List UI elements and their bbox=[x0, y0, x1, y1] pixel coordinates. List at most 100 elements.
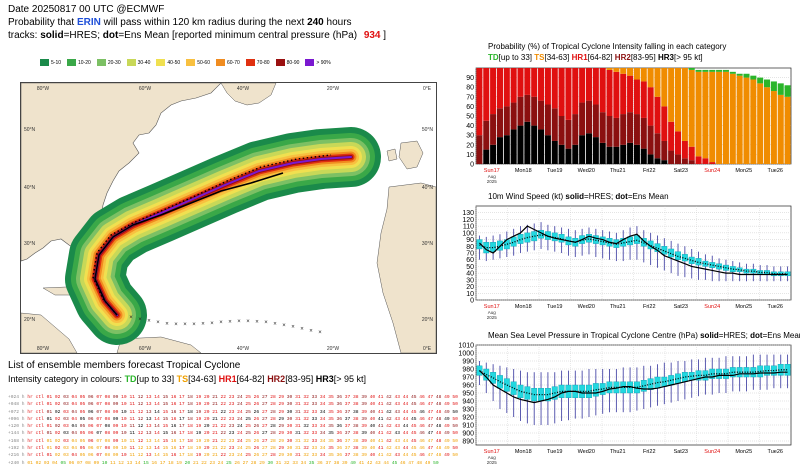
ensemble-member: 22 bbox=[220, 438, 229, 444]
intensity-bar-hr3 bbox=[647, 154, 654, 164]
ensemble-member: 44 bbox=[402, 409, 411, 415]
ensemble-member: 31 bbox=[295, 395, 304, 400]
cat-hr3: HR3 bbox=[315, 374, 334, 384]
y-tick-label: 910 bbox=[462, 423, 474, 430]
cat-hr1-desc: [64-82] bbox=[236, 374, 268, 384]
ensemble-member: 06 bbox=[88, 438, 97, 444]
ensemble-row-label: +120 h bbox=[8, 424, 28, 430]
ensemble-row-label: +072 h bbox=[8, 409, 28, 415]
intensity-legend: Intensity category in colours: TD[up to … bbox=[8, 374, 366, 385]
iqr-box bbox=[716, 263, 723, 270]
ensemble-member: 38 bbox=[353, 409, 362, 415]
y-tick-label: 90 bbox=[466, 75, 474, 82]
intensity-bar-hr3 bbox=[613, 146, 620, 164]
ensemble-member: 04 bbox=[71, 446, 80, 452]
x-tick-label: Sat23 bbox=[674, 304, 688, 310]
ensemble-member: 21 bbox=[212, 424, 221, 430]
intensity-bar-hr2 bbox=[674, 154, 682, 164]
ensemble-member: 31 bbox=[295, 409, 304, 415]
ensemble-member: 38 bbox=[353, 438, 362, 444]
intensity-bar-td bbox=[757, 77, 764, 84]
intensity-bar-ts bbox=[736, 75, 743, 164]
land-south-america bbox=[116, 336, 202, 353]
ensemble-member: 27 bbox=[261, 402, 271, 408]
ensemble-member: 08 bbox=[104, 402, 113, 408]
past-position-marker: × bbox=[246, 319, 250, 325]
ensemble-member: 50 bbox=[452, 453, 458, 459]
intensity-bar-hr3 bbox=[565, 148, 572, 164]
ensemble-member: 39 bbox=[361, 424, 370, 430]
ensemble-member: 16 bbox=[170, 416, 180, 422]
y-tick-label: 130 bbox=[462, 210, 474, 217]
intensity-bar-hr3 bbox=[531, 125, 538, 164]
y-tick-label: 920 bbox=[462, 415, 474, 422]
ensemble-member: 25 bbox=[245, 438, 254, 444]
intensity-bar-hr2 bbox=[551, 108, 558, 141]
ensemble-member: 17 bbox=[179, 438, 188, 444]
ensemble-member: 21 bbox=[212, 409, 221, 415]
ensemble-member: 04 bbox=[71, 438, 80, 444]
ensemble-member: 34 bbox=[319, 438, 329, 444]
x-tick-label: Mon18 bbox=[515, 304, 532, 310]
ensemble-member: 48 bbox=[435, 438, 445, 444]
map-lat-label-left: 40°N bbox=[24, 185, 36, 191]
intensity-bar-hr1 bbox=[674, 131, 682, 155]
ensemble-member: 46 bbox=[419, 402, 428, 408]
ensemble-member: 25 bbox=[245, 446, 254, 452]
ensemble-member: 34 bbox=[319, 409, 329, 415]
past-position-marker: × bbox=[237, 319, 241, 325]
intensity-chart-svg: 0 10 20 30 40 50 60 70 80 90 Sun17 Mon18 Tue19 Wed20 T… bbox=[466, 67, 792, 184]
ensemble-member: 45 bbox=[411, 402, 420, 408]
ensemble-member: 06 bbox=[88, 446, 97, 452]
x-sublabel: Aug bbox=[488, 174, 497, 179]
intensity-bar-hr1 bbox=[579, 68, 586, 103]
prob-legend-swatch bbox=[156, 59, 166, 67]
intensity-bar-ts bbox=[606, 68, 613, 70]
ensemble-member: 10 bbox=[121, 453, 130, 459]
mslp-chart-svg: 8909009109209309409509609709809901000101… bbox=[458, 343, 792, 465]
x-sublabel: 2025 bbox=[487, 315, 498, 320]
intensity-bar-hr1 bbox=[503, 68, 510, 107]
ensemble-member: 12 bbox=[137, 424, 146, 430]
intensity-bar-td bbox=[716, 69, 723, 72]
ensemble-member: 24 bbox=[237, 424, 246, 430]
past-position-marker: × bbox=[174, 322, 178, 328]
ensemble-member: 05 bbox=[79, 402, 89, 408]
wind-solid-label: solid bbox=[565, 192, 585, 201]
ensemble-member: 43 bbox=[394, 424, 403, 430]
ensemble-member: 20 bbox=[203, 446, 213, 452]
iqr-box bbox=[558, 234, 565, 243]
ensemble-member: 15 bbox=[162, 402, 171, 408]
mslp-solid-label: solid bbox=[700, 331, 719, 340]
iqr-box bbox=[695, 258, 702, 266]
cat-td: TD bbox=[124, 374, 137, 384]
ensemble-member: 19 bbox=[195, 446, 204, 452]
ensemble-member: 36 bbox=[336, 409, 345, 415]
ensemble-member: 17 bbox=[179, 416, 188, 422]
probability-legend: 5-10 10-20 20-30 30-40 40-50 50-60 60-70 70-80 8… bbox=[40, 54, 337, 72]
ensemble-member: 17 bbox=[179, 402, 188, 408]
x-tick-label: Tue26 bbox=[768, 304, 783, 310]
y-tick-label: 50 bbox=[466, 114, 474, 121]
intensity-bar-hr2 bbox=[627, 112, 634, 143]
min-pressure: 934 bbox=[363, 30, 381, 41]
prob-legend-swatch bbox=[67, 59, 77, 67]
ensemble-member: 12 bbox=[118, 460, 127, 466]
ensemble-member: 11 bbox=[129, 431, 138, 437]
intensity-bar-td bbox=[770, 81, 777, 92]
iqr-box bbox=[777, 271, 784, 277]
ensemble-member: 27 bbox=[261, 453, 271, 459]
intensity-bar-hr1 bbox=[633, 79, 640, 115]
ensemble-member: 30 bbox=[286, 395, 296, 400]
ensemble-member: 13 bbox=[126, 460, 135, 466]
ensemble-row-label: +096 h bbox=[8, 416, 28, 422]
intensity-bar-ts bbox=[729, 73, 736, 164]
x-tick-label: Sun17 bbox=[484, 168, 500, 174]
ensemble-member: 13 bbox=[146, 453, 155, 459]
ensemble-member: 24 bbox=[237, 402, 246, 408]
ensemble-member: 32 bbox=[303, 424, 312, 430]
intensity-bar-hr1 bbox=[702, 158, 709, 164]
ensemble-hres: hr bbox=[27, 424, 36, 430]
ensemble-member: 14 bbox=[154, 453, 163, 459]
ensemble-member: 38 bbox=[353, 431, 362, 437]
